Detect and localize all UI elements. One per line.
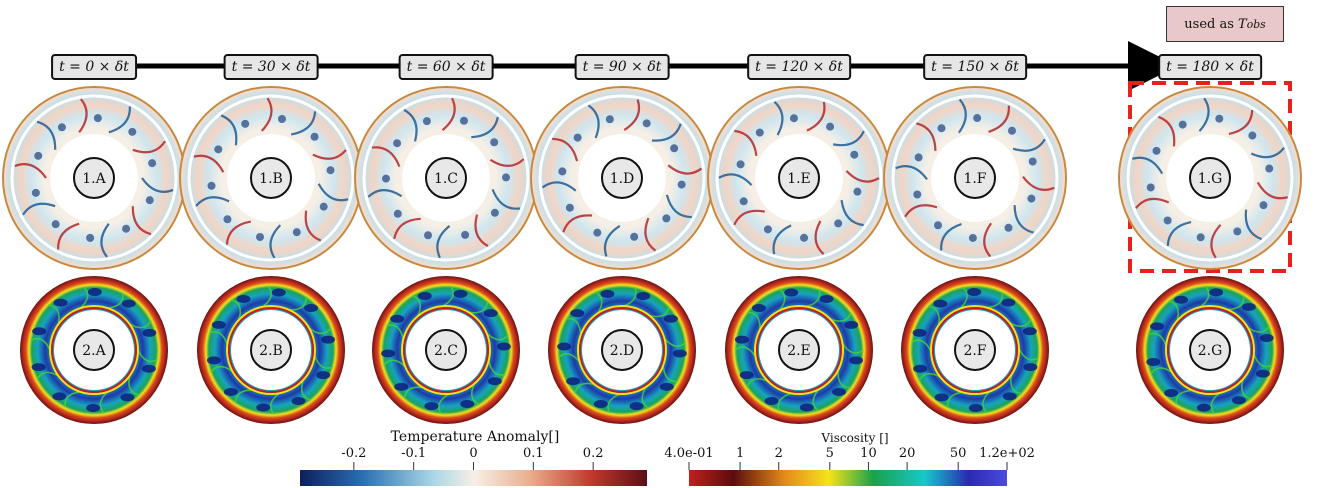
colorbar-tick-label: 10: [860, 446, 877, 461]
temperature-ring: 1.D: [530, 86, 714, 270]
ring-label: 2.D: [610, 343, 635, 359]
ring-label-badge: [250, 329, 292, 371]
viscosity-ring: 2.F: [901, 276, 1049, 424]
temperature-colorbar-title: Temperature Anomaly[]: [390, 429, 560, 445]
ring-label: 2.C: [434, 343, 458, 359]
time-label: t = 60 × δt: [398, 54, 494, 80]
viscosity-ring: 2.D: [548, 276, 696, 424]
ring-label: 1.E: [787, 171, 811, 187]
colorbar-tick-label: 0: [469, 446, 478, 461]
rings-layer: 1.A 1.B 1.C 1.D 1.E 1.F 1.G 2.A 2.B 2.C 2.D 2.E 2.F 2…: [2, 86, 1302, 424]
ring-label-badge: [425, 329, 467, 371]
colorbar-tick-label: -0.2: [341, 446, 367, 461]
time-label: t = 0 × δt: [51, 54, 137, 80]
ring-label: 2.F: [963, 343, 986, 359]
colorbar-tick-label: 5: [825, 446, 834, 461]
temperature-ring: 1.F: [883, 86, 1067, 270]
ring-label-badge: [250, 157, 292, 199]
temperature-colorbar: [300, 470, 647, 486]
ring-label: 1.G: [1198, 171, 1223, 187]
observation-prefix: used as: [1184, 16, 1239, 32]
temperature-ring: 1.G: [1118, 86, 1302, 270]
ring-label-badge: [425, 157, 467, 199]
colorbar-tick-label: 50: [949, 446, 967, 461]
observation-symbol: T: [1238, 16, 1247, 32]
ring-label-badge: [73, 329, 115, 371]
viscosity-ring: 2.B: [197, 276, 345, 424]
ring-label: 2.A: [82, 343, 106, 359]
ring-label-badge: [1189, 157, 1231, 199]
colorbar-tick-label: 0.2: [582, 446, 604, 461]
time-label: t = 180 × δt: [1158, 54, 1262, 80]
temperature-ring: 1.E: [707, 86, 891, 270]
observation-subscript: obs: [1246, 17, 1266, 31]
ring-label-badge: [778, 157, 820, 199]
viscosity-ring: 2.A: [20, 276, 168, 424]
ring-label-badge: [1189, 329, 1231, 371]
ring-label: 2.G: [1198, 343, 1223, 359]
ring-label: 1.D: [610, 171, 635, 187]
time-label: t = 90 × δt: [574, 54, 670, 80]
ring-label-badge: [778, 329, 820, 371]
ring-label-badge: [601, 157, 643, 199]
viscosity-colorbar-title: Viscosity []: [821, 431, 889, 445]
ring-label-badge: [73, 157, 115, 199]
viscosity-ring: 2.G: [1136, 276, 1284, 424]
ring-label: 1.B: [259, 171, 283, 187]
temperature-ring: 1.A: [2, 86, 186, 270]
ring-label: 2.E: [787, 343, 811, 359]
ring-label: 1.C: [434, 171, 458, 187]
colorbar-tick-label: 0.1: [522, 446, 544, 461]
colorbar-tick-label: 2: [774, 446, 783, 461]
viscosity-colorbar: [689, 470, 1007, 486]
ring-label-badge: [601, 329, 643, 371]
ring-label: 1.F: [963, 171, 986, 187]
colorbar-tick-label: 1: [735, 446, 745, 461]
temperature-colorbar-ticks: [353, 462, 594, 470]
ring-label-badge: [954, 157, 996, 199]
ring-label: 1.A: [82, 171, 106, 187]
time-label: t = 150 × δt: [923, 54, 1027, 80]
ring-label: 2.B: [259, 343, 283, 359]
temperature-ring: 1.B: [179, 86, 363, 270]
colorbar-tick-label: -0.1: [401, 446, 427, 461]
colorbar-tick-label: 20: [898, 446, 916, 461]
time-label: t = 30 × δt: [223, 54, 319, 80]
colorbar-tick-label: 4.0e-01: [664, 446, 714, 461]
viscosity-ring: 2.C: [372, 276, 520, 424]
viscosity-colorbar-ticks: [688, 462, 1008, 470]
time-label: t = 120 × δt: [747, 54, 851, 80]
ring-label-badge: [954, 329, 996, 371]
viscosity-ring: 2.E: [725, 276, 873, 424]
colorbar-tick-label: 1.2e+02: [979, 446, 1035, 461]
temperature-ring: 1.C: [354, 86, 538, 270]
